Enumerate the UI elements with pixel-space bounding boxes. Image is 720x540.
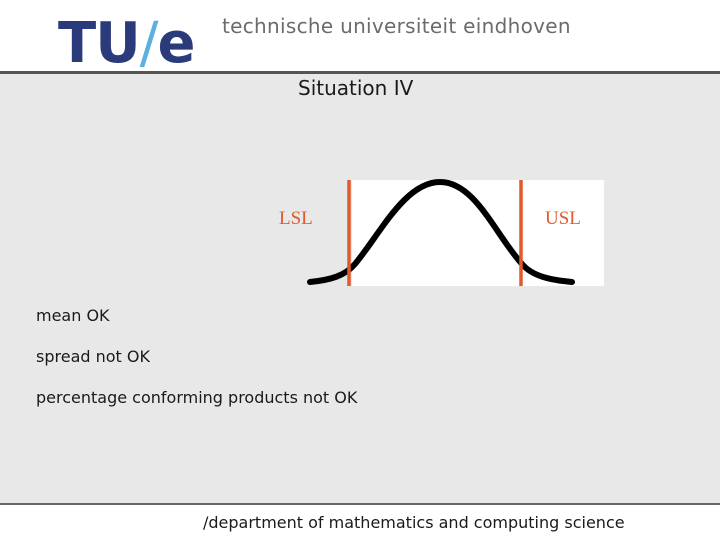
university-name: technische universiteit eindhoven [222,14,571,38]
bullet-percentage: percentage conforming products not OK [36,388,358,407]
lsl-label: LSL [279,208,313,229]
footer-divider [0,503,720,505]
chart-background [352,180,604,286]
usl-label: USL [545,208,581,229]
department-footer: /department of mathematics and computing… [203,513,625,532]
tue-logo: TU/e [58,11,196,76]
logo-slash: / [139,11,159,76]
slide-title: Situation IV [298,76,414,100]
logo-tu: TU [58,11,141,76]
header-divider [0,71,720,74]
header-bar: TU/e technische universiteit eindhoven [0,0,720,76]
normal-curve [307,178,575,285]
logo-e: e [157,11,196,76]
bullet-spread: spread not OK [36,347,150,366]
footer-bar [0,505,720,540]
bullet-mean: mean OK [36,306,110,325]
distribution-chart: LSL USL [279,178,604,286]
